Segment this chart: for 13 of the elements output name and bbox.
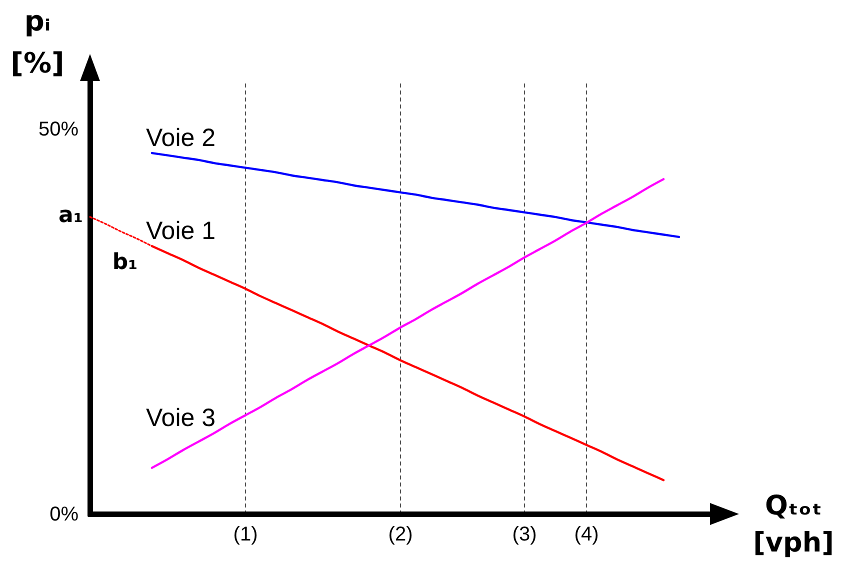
x-tick-label: (2): [388, 524, 413, 546]
y-tick-label: 50%: [38, 118, 79, 141]
x-tick-label: (4): [574, 524, 599, 546]
text: a₁: [58, 202, 83, 228]
y-axis-title: pᵢ [%]: [10, 4, 64, 80]
annotation: b₁: [112, 250, 138, 276]
x-axis-title: Qₜₒₜ [vph]: [753, 490, 834, 558]
y-tick-label: 0%: [50, 504, 79, 526]
series-label: Voie 3: [146, 404, 216, 432]
series-label: Voie 2: [146, 124, 216, 152]
series-label: Voie 1: [146, 217, 216, 246]
x-tick-label: (1): [233, 524, 258, 546]
x-tick-label: (3): [512, 524, 537, 546]
